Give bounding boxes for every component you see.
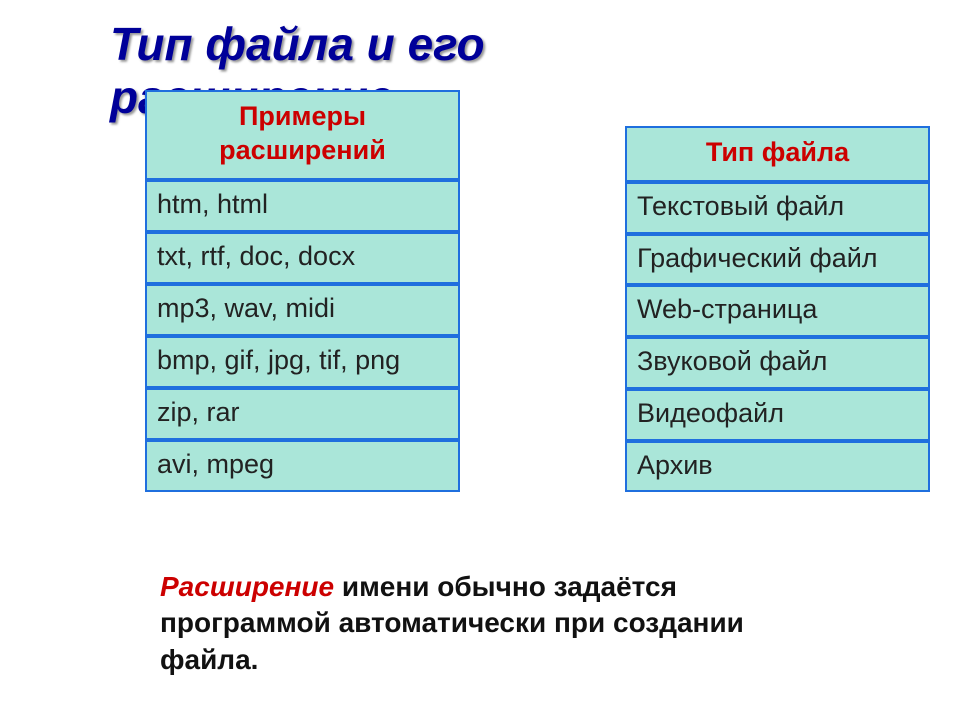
table-row: Звуковой файл	[625, 337, 930, 389]
table-row: Текстовый файл	[625, 182, 930, 234]
table-row: mp3, wav, midi	[145, 284, 460, 336]
table-row: avi, mpeg	[145, 440, 460, 492]
tables-container: Примеры расширений htm, html txt, rtf, d…	[0, 90, 960, 492]
extensions-header: Примеры расширений	[145, 90, 460, 180]
table-row: zip, rar	[145, 388, 460, 440]
extensions-table: Примеры расширений htm, html txt, rtf, d…	[145, 90, 460, 492]
filetype-table: Тип файла Текстовый файл Графический фай…	[625, 126, 930, 492]
filetype-header: Тип файла	[625, 126, 930, 182]
table-row: htm, html	[145, 180, 460, 232]
table-row: Видеофайл	[625, 389, 930, 441]
footnote-emphasis: Расширение	[160, 571, 334, 602]
table-row: Архив	[625, 441, 930, 493]
table-row: txt, rtf, doc, docx	[145, 232, 460, 284]
footnote: Расширение имени обычно задаётся програм…	[160, 569, 820, 678]
table-row: Web-страница	[625, 285, 930, 337]
table-row: Графический файл	[625, 234, 930, 286]
table-row: bmp, gif, jpg, tif, png	[145, 336, 460, 388]
